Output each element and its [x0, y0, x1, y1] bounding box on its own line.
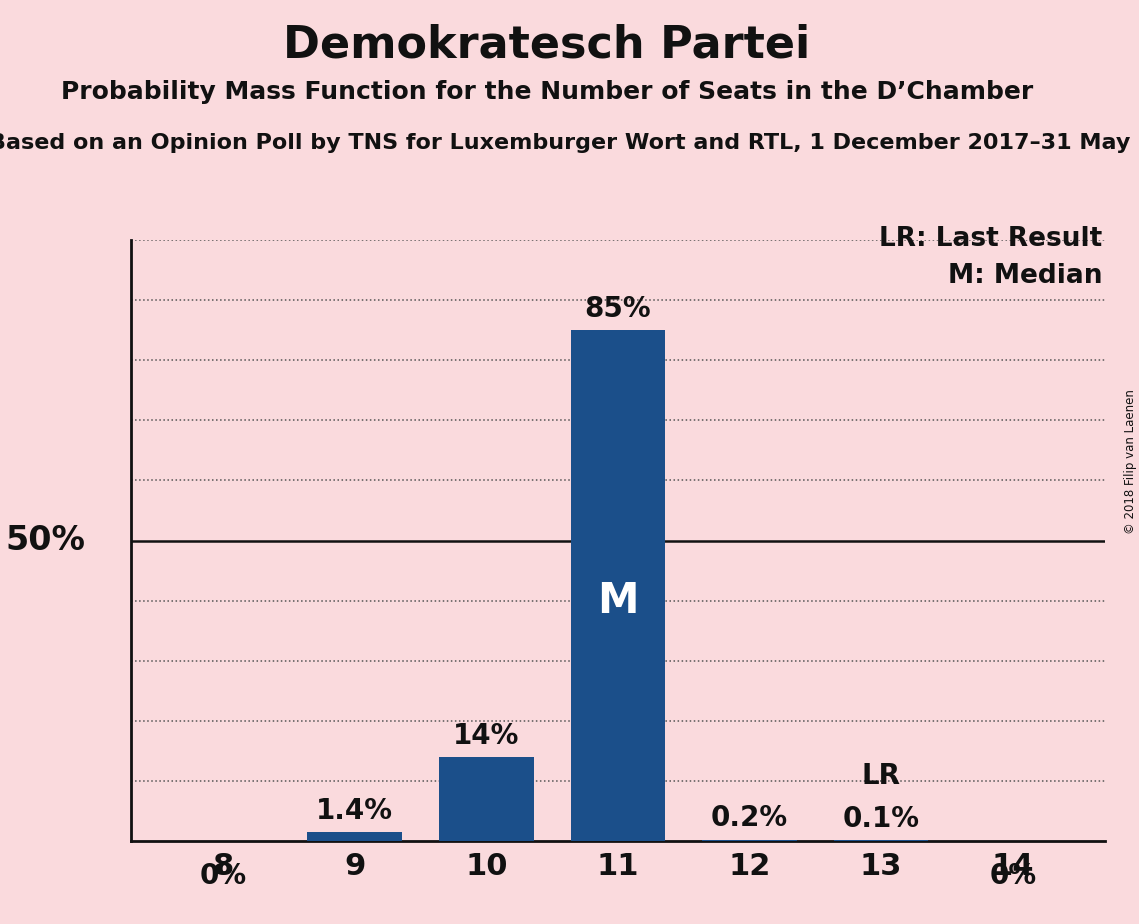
Bar [571, 331, 665, 841]
Text: LR: LR [861, 761, 901, 790]
Text: 0.1%: 0.1% [843, 805, 919, 833]
Text: 14%: 14% [453, 722, 519, 749]
Bar [702, 840, 797, 841]
Text: 85%: 85% [584, 295, 652, 323]
Text: © 2018 Filip van Laenen: © 2018 Filip van Laenen [1124, 390, 1137, 534]
Bar [439, 757, 534, 841]
Text: M: Median: M: Median [948, 263, 1103, 289]
Text: Based on an Opinion Poll by TNS for Luxemburger Wort and RTL, 1 December 2017–31: Based on an Opinion Poll by TNS for Luxe… [0, 133, 1139, 153]
Text: 0.2%: 0.2% [711, 805, 788, 833]
Text: 50%: 50% [6, 524, 85, 557]
Bar [308, 833, 402, 841]
Text: 1.4%: 1.4% [317, 797, 393, 825]
Text: 0%: 0% [199, 862, 247, 890]
Text: Probability Mass Function for the Number of Seats in the D’Chamber: Probability Mass Function for the Number… [60, 80, 1033, 104]
Text: Demokratesch Partei: Demokratesch Partei [284, 23, 810, 67]
Text: 0%: 0% [989, 862, 1036, 890]
Text: M: M [597, 579, 639, 622]
Text: LR: Last Result: LR: Last Result [879, 226, 1103, 252]
